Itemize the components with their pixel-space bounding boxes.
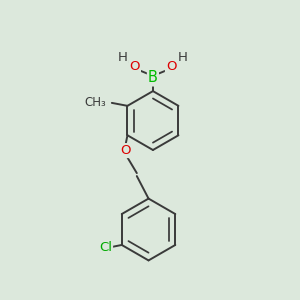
Text: H: H	[178, 51, 188, 64]
Text: Cl: Cl	[99, 242, 112, 254]
Text: CH₃: CH₃	[84, 96, 106, 110]
Text: O: O	[166, 60, 176, 73]
Text: O: O	[129, 60, 140, 73]
Text: H: H	[118, 51, 128, 64]
Text: O: O	[120, 144, 130, 157]
Text: B: B	[148, 70, 158, 86]
